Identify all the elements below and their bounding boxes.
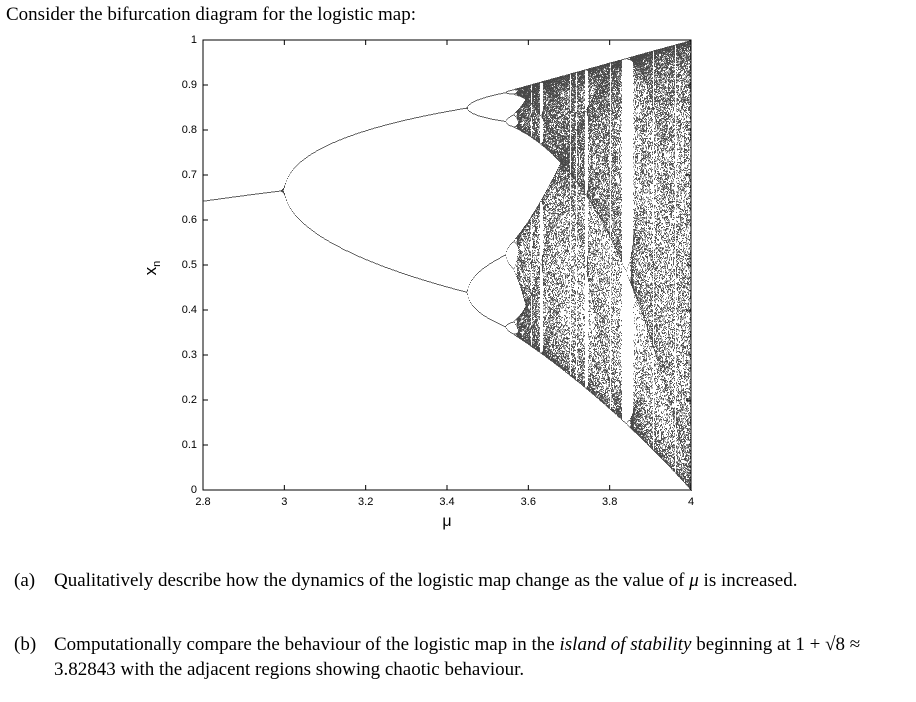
question-label: (a) xyxy=(14,570,36,591)
x-tick-label: 3.6 xyxy=(521,496,536,508)
text: beginning at xyxy=(696,634,791,655)
question-text: Qualitatively describe how the dynamics … xyxy=(54,568,797,593)
bifurcation-layer xyxy=(203,40,692,491)
y-tick-label: 0.3 xyxy=(182,349,197,361)
x-axis-label: μ xyxy=(442,513,451,530)
y-tick-label: 0.2 xyxy=(182,394,197,406)
x-tick-label: 3.2 xyxy=(358,496,373,508)
intro-text: Consider the bifurcation diagram for the… xyxy=(6,4,416,25)
x-tick-label: 3.4 xyxy=(439,496,454,508)
text: is increased. xyxy=(703,570,798,591)
y-tick-label: 0.6 xyxy=(182,214,197,226)
y-tick-label: 1 xyxy=(191,34,197,46)
x-tick-label: 4 xyxy=(688,496,694,508)
bifurcation-points xyxy=(203,40,692,491)
question-a: (a) Qualitatively describe how the dynam… xyxy=(14,568,894,593)
math-var: μ xyxy=(689,570,699,591)
y-tick-label: 0.8 xyxy=(182,124,197,136)
y-tick-label: 0.7 xyxy=(182,169,197,181)
math: 1 + √8 ≈ 3.82843 xyxy=(54,634,861,680)
question-text: Computationally compare the behaviour of… xyxy=(54,632,894,682)
y-tick-label: 0.1 xyxy=(182,439,197,451)
question-b: (b) Computationally compare the behaviou… xyxy=(14,632,894,682)
y-tick-label: 0 xyxy=(191,484,197,496)
text: with the adjacent regions showing chaoti… xyxy=(120,659,525,680)
y-axis-label: xn xyxy=(141,261,162,276)
y-tick-label: 0.5 xyxy=(182,259,197,271)
text: Qualitatively describe how the dynamics … xyxy=(54,570,685,591)
emphasis: island of stability xyxy=(559,634,692,655)
x-tick-label: 3 xyxy=(281,496,287,508)
y-label-main: x xyxy=(141,266,160,275)
question-label: (b) xyxy=(14,634,37,655)
x-tick-label: 3.8 xyxy=(602,496,617,508)
y-tick-label: 0.9 xyxy=(182,79,197,91)
text: Computationally compare the behaviour of… xyxy=(54,634,555,655)
y-tick-label: 0.4 xyxy=(182,304,197,316)
chart: μ xn 0 0.1 0.2 0.3 0.4 0.5 0.6 0.7 0.8 0.9 1 2.8 3 3.… xyxy=(141,34,694,530)
x-tick-label: 2.8 xyxy=(195,496,210,508)
y-label-sub: n xyxy=(151,261,163,267)
